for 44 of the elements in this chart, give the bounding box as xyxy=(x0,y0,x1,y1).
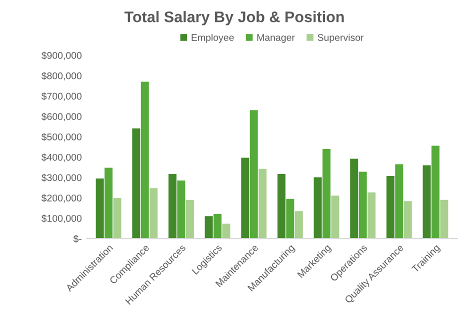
bar xyxy=(358,172,367,239)
bar xyxy=(250,110,258,239)
y-tick-label: $600,000 xyxy=(41,112,82,122)
y-tick-label: $- xyxy=(73,234,82,243)
y-tick-label: $700,000 xyxy=(41,92,82,101)
bar xyxy=(241,158,250,239)
y-tick-label: $500,000 xyxy=(41,133,82,142)
bar xyxy=(368,192,376,239)
legend-label: Supervisor xyxy=(318,34,364,43)
bar xyxy=(386,176,394,239)
bar xyxy=(258,168,267,239)
legend-label: Employee xyxy=(192,34,234,43)
bar xyxy=(277,174,286,239)
bar xyxy=(96,178,104,239)
bar xyxy=(395,164,404,239)
y-tick-label: $800,000 xyxy=(41,72,82,80)
bar xyxy=(177,180,186,239)
bar xyxy=(294,211,303,239)
bar xyxy=(322,148,330,239)
bar xyxy=(314,177,322,239)
bar xyxy=(186,200,194,239)
bar xyxy=(140,82,149,239)
y-tick-label: $200,000 xyxy=(41,194,82,203)
y-tick-label: $300,000 xyxy=(41,174,82,182)
bar xyxy=(331,196,340,239)
bar xyxy=(404,201,412,239)
bar xyxy=(150,188,158,239)
bar xyxy=(168,174,176,239)
bar xyxy=(132,128,140,239)
bar xyxy=(222,224,230,239)
y-tick-label: $900,000 xyxy=(41,52,82,60)
legend-label: Manager xyxy=(257,34,295,43)
bar xyxy=(422,165,431,239)
bar xyxy=(113,198,122,239)
bar xyxy=(440,200,448,239)
bar xyxy=(286,198,294,239)
bar xyxy=(431,146,440,239)
bar xyxy=(350,158,358,239)
bar xyxy=(104,168,113,239)
y-tick-label: $100,000 xyxy=(41,214,82,223)
y-tick-label: $400,000 xyxy=(41,153,82,162)
bar xyxy=(214,214,222,239)
chart-title: Total Salary By Job & Position xyxy=(124,11,344,26)
bar xyxy=(204,216,213,239)
